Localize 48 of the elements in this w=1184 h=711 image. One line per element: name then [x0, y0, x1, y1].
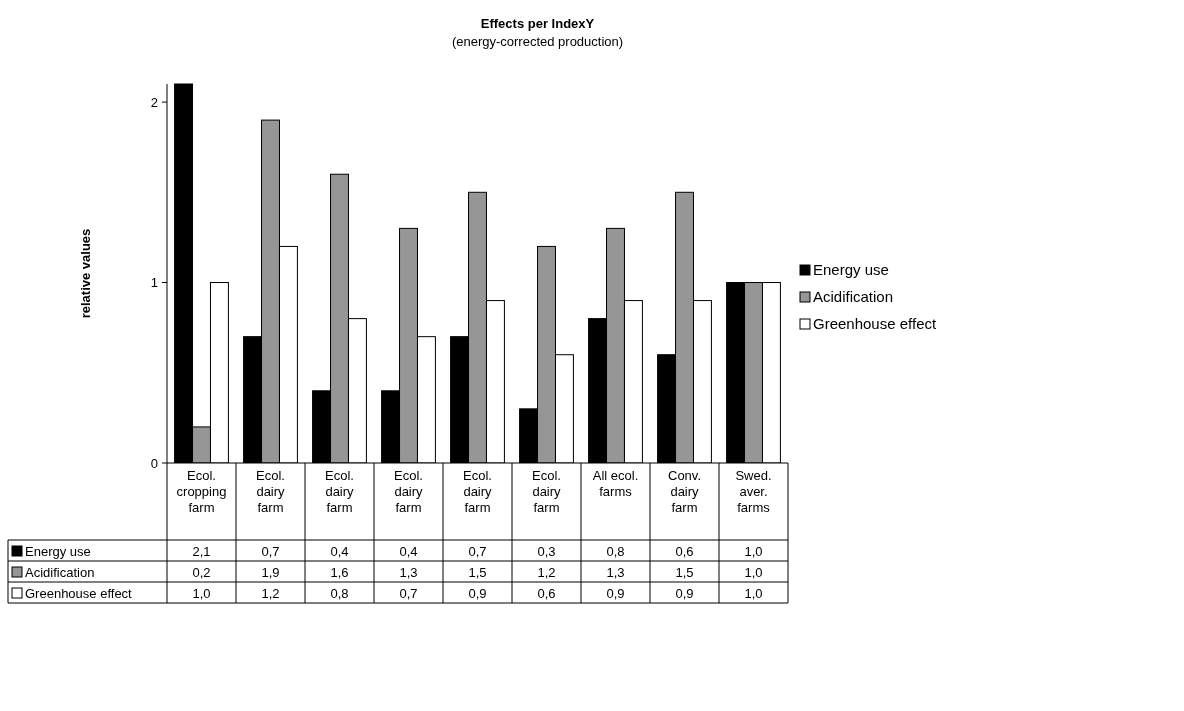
y-tick-label: 0 [150, 455, 158, 471]
x-tick-label: Ecol. dairy farm [463, 468, 493, 515]
text: Acidification [25, 564, 95, 580]
x-tick-label: Ecol. cropping farm [176, 468, 227, 515]
data-label: 0,7 [261, 543, 280, 559]
y-axis-title: relative values [78, 228, 93, 319]
data-label: 1,0 [744, 585, 763, 601]
y-tick-label: 1 [150, 275, 158, 291]
x-tick-label: Ecol. dairy farm [325, 468, 355, 515]
data-label: 1,0 [192, 585, 211, 601]
data-label: 0,4 [399, 543, 418, 559]
data-label: 1,2 [261, 585, 280, 601]
legend-label: Acidification [813, 288, 894, 306]
text: Energy use [25, 543, 91, 559]
data-label: 1,9 [261, 564, 280, 580]
y-tick-label: 2 [150, 94, 158, 110]
legend-label: Greenhouse effect [813, 315, 937, 333]
data-label: 1,0 [744, 543, 763, 559]
data-label: 1,6 [330, 564, 349, 580]
data-label: 0,2 [192, 564, 211, 580]
data-label: 0,8 [330, 585, 349, 601]
x-tick-label: All ecol. farms [592, 468, 639, 499]
data-label: 0,8 [606, 543, 625, 559]
data-label: 0,6 [537, 585, 556, 601]
data-label: 0,7 [399, 585, 418, 601]
chart-subtitle: (energy-corrected production) [451, 34, 624, 49]
data-label: 0,4 [330, 543, 349, 559]
data-label: 1,2 [537, 564, 556, 580]
data-label: 0,9 [468, 585, 487, 601]
legend-label: Energy use [813, 261, 889, 279]
data-label: 0,3 [537, 543, 556, 559]
x-tick-label: Ecol. dairy farm [394, 468, 424, 515]
x-tick-label: Ecol. dairy farm [532, 468, 562, 515]
data-label: 0,9 [675, 585, 694, 601]
x-tick-label: Swed. aver. farms [735, 468, 772, 515]
data-label: 1,5 [675, 564, 694, 580]
x-tick-label: Conv. dairy farm [668, 468, 701, 515]
data-label: 0,7 [468, 543, 487, 559]
data-label: 1,3 [606, 564, 625, 580]
data-label: 0,9 [606, 585, 625, 601]
x-tick-label: Ecol. dairy farm [256, 468, 286, 515]
chart-title: Effects per IndexY [480, 16, 595, 31]
data-label: 2,1 [192, 543, 211, 559]
data-label: 1,5 [468, 564, 487, 580]
data-label: 0,6 [675, 543, 694, 559]
text: Greenhouse effect [25, 585, 132, 601]
data-label: 1,3 [399, 564, 418, 580]
data-label: 1,0 [744, 564, 763, 580]
